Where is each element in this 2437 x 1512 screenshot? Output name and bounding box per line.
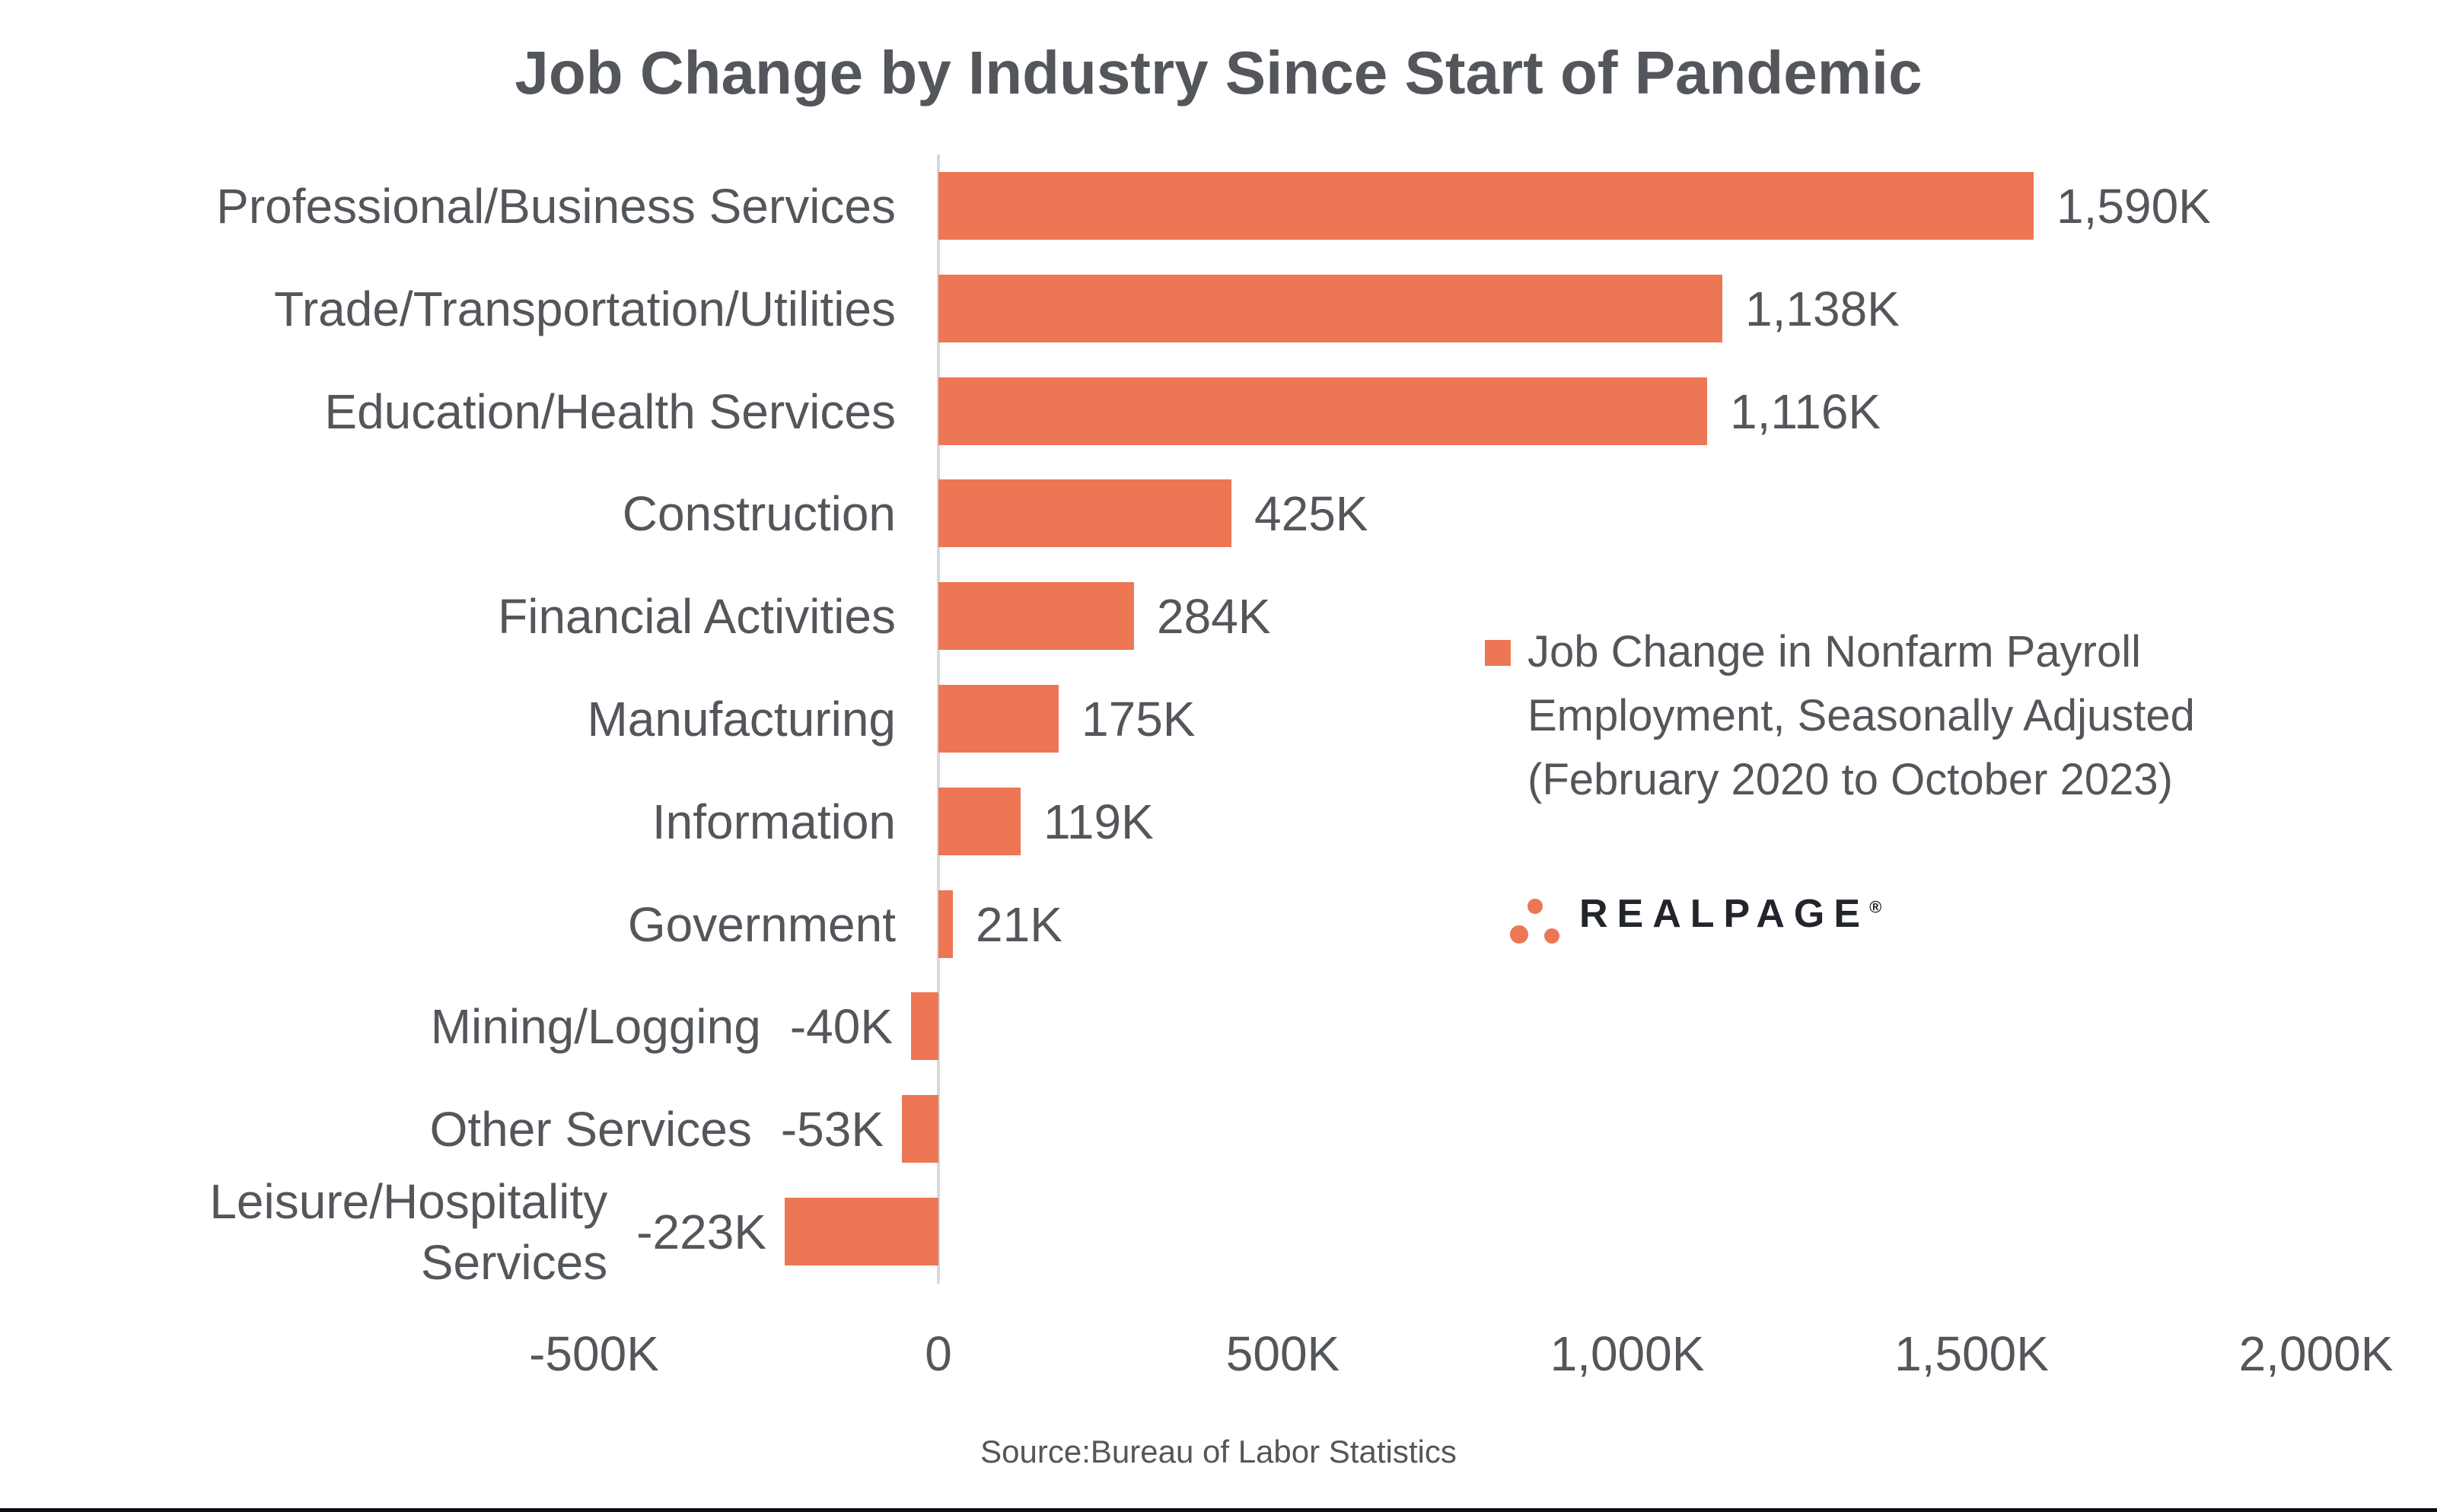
value-label-trade-transportation-utilities: 1,138K [1745,281,1900,336]
bar-professional-business-services [938,172,2034,240]
row-labels-mining-logging: Mining/Logging -40K [431,996,893,1057]
category-label-manufacturing: Manufacturing [587,691,896,746]
bar-construction [938,479,1231,547]
bar-other-services [902,1095,938,1163]
legend: Job Change in Nonfarm Payroll Employment… [1485,620,2304,812]
category-label-trade-transportation-utilities: Trade/Transportation/Utilities [274,281,896,336]
value-label-other-services: -53K [780,1101,884,1157]
realpage-dots-icon [1510,899,1559,944]
x-tick-0: 0 [925,1326,952,1381]
x-tick-1-500k: 1,500K [1894,1326,2049,1381]
realpage-wordmark: REALPAGE [1579,892,1870,936]
category-label-government: Government [627,896,896,952]
row-labels-other-services: Other Services -53K [430,1099,884,1160]
value-label-education-health-services: 1,116K [1730,384,1881,439]
value-label-financial-activities: 284K [1157,588,1271,644]
value-label-leisure-hospitality-services: -223K [636,1204,766,1259]
value-label-manufacturing: 175K [1082,691,1196,746]
category-label-professional-business-services: Professional/Business Services [216,178,896,234]
x-tick-500k: 500K [1225,1326,1340,1381]
category-label-construction: Construction [622,485,896,541]
realpage-logo-text: REALPAGE® [1579,891,1881,937]
bar-financial-activities [938,582,1134,650]
category-label-other-services: Other Services [429,1101,752,1157]
category-label-leisure-hospitality-services: Leisure/Hospitality Services [209,1173,608,1290]
legend-label: Job Change in Nonfarm Payroll Employment… [1528,627,2195,804]
registered-mark: ® [1869,897,1882,917]
bar-mining-logging [911,992,938,1060]
bar-trade-transportation-utilities [938,275,1722,342]
bar-government [938,890,953,958]
value-label-construction: 425K [1254,485,1368,541]
category-label-financial-activities: Financial Activities [498,588,896,644]
legend-swatch-icon [1485,640,1511,666]
value-label-information: 119K [1043,794,1154,849]
bar-information [938,788,1021,855]
bottom-rule [0,1508,2437,1512]
x-tick-2-000k: 2,000K [2238,1326,2394,1381]
bar-education-health-services [938,377,1707,445]
source-note: Source:Bureau of Labor Statistics [980,1434,1457,1469]
value-label-mining-logging: -40K [789,998,893,1054]
row-labels-leisure-hospitality-services: Leisure/Hospitality Services -223K [209,1171,766,1293]
category-label-education-health-services: Education/Health Services [324,384,896,439]
x-tick-500k: -500K [529,1326,659,1381]
x-tick-1-000k: 1,000K [1550,1326,1705,1381]
value-label-professional-business-services: 1,590K [2056,178,2211,234]
category-label-information: Information [651,794,896,849]
category-label-mining-logging: Mining/Logging [430,998,761,1054]
chart-title: Job Change by Industry Since Start of Pa… [514,39,1923,107]
bar-manufacturing [938,685,1059,753]
bar-leisure-hospitality-services [785,1198,938,1265]
value-label-government: 21K [976,896,1062,952]
realpage-logo: REALPAGE® [1509,881,1881,947]
